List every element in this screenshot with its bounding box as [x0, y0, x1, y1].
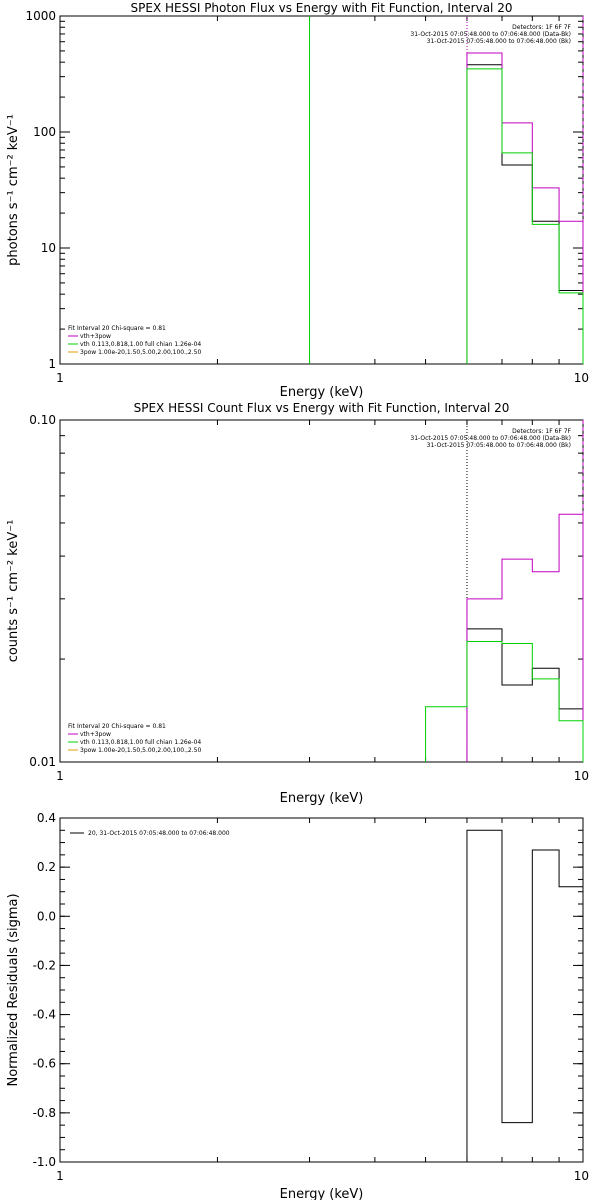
- x-tick-label: 10: [574, 371, 589, 385]
- y-tick-label: 10: [41, 241, 56, 255]
- y-tick-label: 0.0: [37, 909, 56, 923]
- y-tick-label: -0.8: [33, 1106, 56, 1120]
- fit-legend-text: vth+3pow: [80, 731, 111, 738]
- panel-2: SPEX HESSI Count Flux vs Energy with Fit…: [6, 401, 589, 806]
- info-text: 31-Oct-2015 07:05:48.000 to 07:06:48.000…: [427, 38, 571, 45]
- y-axis-label: counts s⁻¹ cm⁻² keV⁻¹: [6, 520, 21, 663]
- y-tick-label: -1.0: [33, 1155, 56, 1169]
- y-tick-label: -0.4: [33, 1008, 56, 1022]
- series-data-steps: [466, 829, 584, 1162]
- x-tick-label: 10: [574, 769, 589, 783]
- chart-title: SPEX HESSI Photon Flux vs Energy with Fi…: [131, 1, 513, 15]
- fit-legend-text: Fit Interval 20 Chi-square = 0.81: [68, 723, 166, 730]
- y-tick-label: -0.6: [33, 1057, 56, 1071]
- info-text: 31-Oct-2015 07:05:48.000 to 07:06:48.000…: [410, 435, 571, 442]
- y-tick-label: -0.2: [33, 958, 56, 972]
- info-text: Detectors: 1F 6F 7F: [512, 24, 571, 31]
- info-text: 31-Oct-2015 07:05:48.000 to 07:06:48.000…: [427, 442, 571, 449]
- y-tick-label: 1: [48, 357, 56, 371]
- x-tick-label: 1: [56, 1169, 64, 1183]
- series-data-steps: [466, 64, 584, 364]
- panel-3: Energy (keV) Normalized Residuals (sigma)…: [6, 811, 589, 1200]
- plot-frame: [59, 15, 584, 365]
- series-green-steps: [425, 641, 584, 762]
- plot-frame: [59, 419, 584, 763]
- fit-legend-text: vth 0.113,0.818,1.00 full chian 1.26e-04: [80, 341, 201, 348]
- y-axis-label: photons s⁻¹ cm⁻² keV⁻¹: [6, 114, 21, 266]
- info-text: Detectors: 1F 6F 7F: [512, 428, 571, 435]
- x-axis-label: Energy (keV): [280, 1187, 364, 1200]
- fit-legend-text: 3pow 1.00e-20,1.50,5.00,2.00,100.,2.50: [80, 747, 201, 754]
- fit-legend-text: vth+3pow: [80, 333, 111, 340]
- chart-title: SPEX HESSI Count Flux vs Energy with Fit…: [134, 401, 510, 415]
- panel-1: SPEX HESSI Photon Flux vs Energy with Fi…: [6, 1, 589, 400]
- fit-legend-text: vth 0.113,0.818,1.00 full chian 1.26e-04: [80, 739, 201, 746]
- series-data-steps: [466, 628, 584, 762]
- series-bk-steps: [466, 52, 584, 364]
- legend-text: 20, 31-Oct-2015 07:05:48.000 to 07:06:48…: [88, 830, 230, 837]
- y-tick-label: 0.10: [29, 413, 56, 427]
- y-tick-label: 0.01: [29, 755, 56, 769]
- series-bk-steps: [466, 513, 584, 762]
- fit-legend-text: 3pow 1.00e-20,1.50,5.00,2.00,100.,2.50: [80, 349, 201, 356]
- info-text: 31-Oct-2015 07:05:48.000 to 07:06:48.000…: [410, 31, 571, 38]
- x-tick-label: 10: [574, 1169, 589, 1183]
- y-tick-label: 0.4: [37, 811, 56, 825]
- plot-frame: [59, 817, 584, 1163]
- y-tick-label: 0.2: [37, 860, 56, 874]
- y-tick-label: 1000: [25, 9, 56, 23]
- y-axis-label: Normalized Residuals (sigma): [6, 893, 21, 1086]
- x-tick-label: 1: [56, 371, 64, 385]
- x-tick-label: 1: [56, 769, 64, 783]
- x-axis-label: Energy (keV): [280, 385, 364, 400]
- x-axis-label: Energy (keV): [280, 791, 364, 806]
- fit-legend-text: Fit Interval 20 Chi-square = 0.81: [68, 325, 166, 332]
- series-green-steps: [466, 68, 584, 364]
- y-tick-label: 100: [33, 125, 56, 139]
